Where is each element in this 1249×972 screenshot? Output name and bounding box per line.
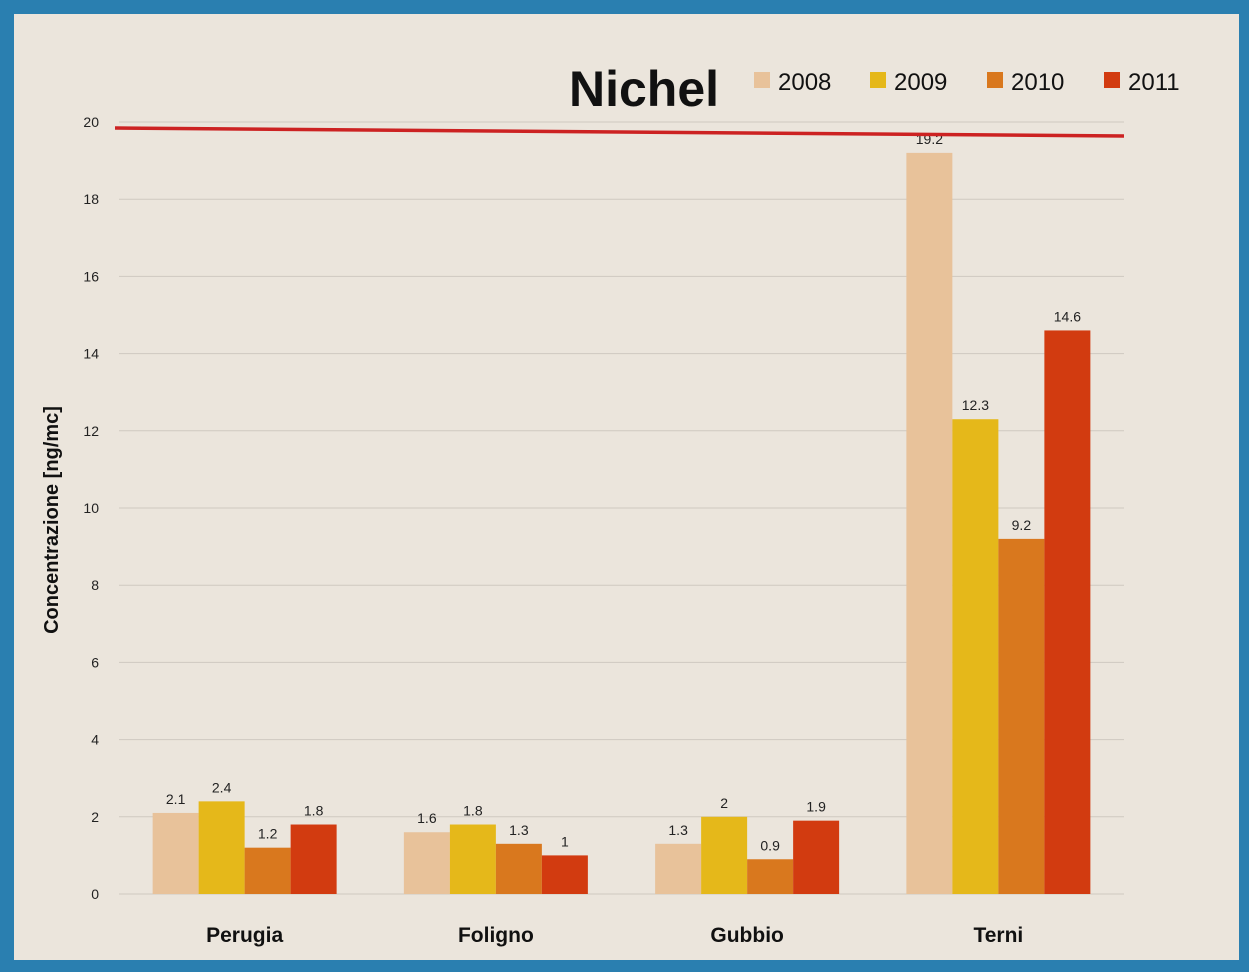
- bar-terni-2011: [1044, 330, 1091, 894]
- legend-swatch-2011: [1104, 72, 1120, 88]
- bar-perugia-2008: [152, 812, 199, 894]
- bars: [152, 152, 1091, 894]
- bar-foligno-2008: [403, 832, 450, 894]
- data-label: 1.2: [258, 826, 278, 842]
- data-label: 2.1: [166, 791, 186, 807]
- bar-gubbio-2008: [655, 843, 702, 894]
- bar-gubbio-2011: [793, 820, 840, 894]
- category-label-terni: Terni: [973, 924, 1023, 947]
- chart-frame: 0 2 4 6 8 10 12 14 16 18 20 2.1 2.4 1.2 1.8 1.6 1.8 1.3 1…: [14, 14, 1239, 960]
- y-tick-label: 16: [83, 268, 99, 284]
- data-label: 1.8: [463, 803, 483, 819]
- data-label: 1.3: [509, 822, 529, 838]
- y-tick-label: 2: [91, 809, 99, 825]
- y-tick-label: 4: [91, 732, 99, 748]
- legend-label-2008: 2008: [778, 69, 831, 96]
- bar-perugia-2011: [290, 824, 337, 894]
- bar-terni-2009: [952, 419, 999, 894]
- y-axis-ticks: 0 2 4 6 8 10 12 14 16 18 20: [83, 114, 99, 902]
- legend-swatch-2008: [754, 72, 770, 88]
- data-label: 0.9: [760, 837, 780, 853]
- data-label: 14.6: [1054, 308, 1081, 324]
- data-label: 2: [720, 795, 728, 811]
- legend-label-2009: 2009: [894, 69, 947, 96]
- legend-swatch-2009: [870, 72, 886, 88]
- bar-gubbio-2009: [701, 816, 748, 894]
- x-axis-categories: Perugia Foligno Gubbio Terni: [206, 924, 1023, 947]
- legend-label-2011: 2011: [1128, 69, 1180, 96]
- gridlines: [119, 121, 1124, 895]
- data-label: 1.6: [417, 810, 437, 826]
- bar-perugia-2010: [244, 847, 291, 894]
- data-label: 9.2: [1012, 517, 1032, 533]
- y-tick-label: 0: [91, 886, 99, 902]
- data-label: 1.9: [806, 799, 826, 815]
- bar-terni-2010: [998, 538, 1045, 894]
- threshold-line: [114, 126, 1125, 138]
- data-label: 1: [561, 833, 569, 849]
- bar-terni-2008: [906, 152, 953, 894]
- category-label-gubbio: Gubbio: [710, 924, 783, 947]
- data-label: 12.3: [962, 397, 989, 413]
- chart-title: Nichel: [569, 61, 719, 117]
- data-label: 1.8: [304, 803, 324, 819]
- bar-gubbio-2010: [747, 859, 794, 894]
- legend-swatch-2010: [987, 72, 1003, 88]
- category-label-perugia: Perugia: [206, 924, 283, 947]
- bar-foligno-2009: [449, 824, 496, 894]
- y-tick-label: 18: [83, 191, 99, 207]
- data-label: 2.4: [212, 779, 232, 795]
- y-tick-label: 10: [83, 500, 99, 516]
- bar-perugia-2009: [198, 801, 245, 894]
- y-tick-label: 14: [83, 346, 99, 362]
- threshold-line-group: [114, 126, 1125, 138]
- legend-label-2010: 2010: [1011, 69, 1064, 96]
- y-tick-label: 8: [91, 577, 99, 593]
- y-tick-label: 20: [83, 114, 99, 130]
- y-tick-label: 12: [83, 423, 99, 439]
- category-label-foligno: Foligno: [458, 924, 534, 947]
- bar-foligno-2011: [541, 855, 588, 894]
- y-tick-label: 6: [91, 654, 99, 670]
- y-axis-label: Concentrazione [ng/mc]: [41, 406, 63, 634]
- bar-foligno-2010: [495, 843, 542, 894]
- legend: 2008 2009 2010 2011: [754, 69, 1180, 96]
- data-label: 1.3: [668, 822, 688, 838]
